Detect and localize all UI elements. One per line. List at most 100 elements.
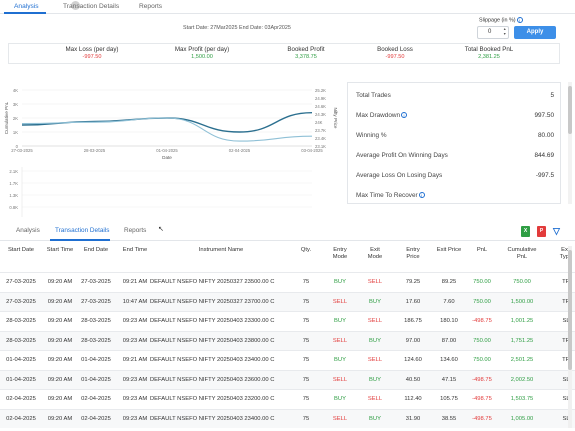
table-cell: DEFAULT NSEFO NIFTY 20250403 23200.00 C [150, 396, 275, 402]
table-row[interactable]: 28-03-2025 09:20 AM 28-03-2025 09:23 AM DEFA… [0, 330, 575, 350]
table-cell: 75 [302, 357, 310, 363]
table-cell: -498.75 [472, 396, 492, 402]
y-axis-label: Cumulative PnL [4, 101, 9, 134]
table-cell: 750.00 [473, 279, 491, 285]
table-cell: 134.60 [440, 357, 458, 363]
column-header[interactable]: End Date [83, 247, 109, 253]
table-cell: 40.50 [405, 376, 421, 383]
column-header[interactable]: Entry Mode [332, 247, 348, 260]
column-header[interactable]: End Time [122, 247, 148, 253]
column-header[interactable]: Instrument Name [198, 247, 244, 253]
table-cell: SL [562, 396, 570, 402]
table-cell: 105.75 [440, 396, 458, 402]
table-cell: 28-03-2025 [6, 337, 36, 344]
column-header[interactable]: Start Time [46, 247, 74, 253]
table-cell: 09:20 AM [47, 337, 73, 344]
column-header[interactable]: Start Date [7, 247, 35, 253]
table-cell: 09:20 AM [47, 415, 73, 422]
stat-avg-loss: Average Loss On Losing Days -997.5 [356, 172, 554, 179]
column-header[interactable]: Qty. [300, 247, 312, 253]
y2-tick-label: 23.7K [315, 128, 326, 133]
table-cell: BUY [369, 415, 381, 422]
table-cell: BUY [369, 298, 381, 305]
table-row[interactable]: 27-03-2025 09:20 AM 27-03-2025 09:21 AM DEFA… [0, 272, 575, 291]
table-cell: SELL [367, 279, 383, 285]
filter-icon[interactable]: ▽ [553, 226, 560, 236]
table-cell: -498.75 [472, 376, 492, 383]
column-header[interactable]: Exit Price [436, 247, 462, 253]
table-cell: 180.10 [440, 318, 458, 324]
table-cell: 28-03-2025 [81, 337, 111, 344]
table-row[interactable]: 02-04-2025 09:20 AM 02-04-2025 09:23 AM DEFA… [0, 408, 575, 428]
summary-max-profit: Max Profit (per day) 1,500.00 [174, 46, 230, 60]
info-icon[interactable]: i [516, 17, 523, 23]
table-cell: 2,002.50 [510, 376, 534, 383]
x-tick-label: 02-04-2025 [229, 148, 251, 153]
series-line [21, 117, 313, 142]
table-cell: DEFAULT NSEFO NIFTY 20250403 23800.00 C [150, 337, 275, 344]
y2-tick-label: 24.6K [315, 104, 326, 109]
table-row[interactable]: 01-04-2025 09:20 AM 01-04-2025 09:23 AM DEFA… [0, 369, 575, 389]
table-row[interactable]: 28-03-2025 09:20 AM 28-03-2025 09:23 AM DEFA… [0, 311, 575, 330]
table-row[interactable]: 01-04-2025 09:20 AM 01-04-2025 09:21 AM DEFA… [0, 350, 575, 369]
info-icon[interactable]: i [418, 192, 425, 199]
table-cell: 1,001.25 [510, 318, 534, 324]
table-row[interactable]: 27-03-2025 09:20 AM 27-03-2025 10:47 AM DEFA… [0, 291, 575, 311]
secondary-chart: 2.1K 1.7K 1.3K 0.8K [9, 167, 312, 217]
column-header[interactable]: PnL [476, 247, 488, 253]
table-cell: 1,503.75 [510, 396, 534, 402]
table-cell: 09:21 AM [122, 357, 148, 363]
pointer-cursor-icon: ↖ [158, 226, 164, 233]
table-cell: SELL [332, 298, 348, 305]
tab-transaction-details[interactable]: Transaction Details [63, 3, 120, 10]
column-header[interactable]: Cumulative PnL [507, 247, 537, 260]
tab-reports[interactable]: Reports [139, 3, 163, 10]
inner-tab-transaction-details[interactable]: Transaction Details [55, 227, 110, 234]
stats-scroll-thumb[interactable] [568, 86, 572, 134]
table-cell: SL [562, 318, 570, 324]
table-cell: 09:21 AM [122, 279, 148, 285]
table-cell: DEFAULT NSEFO NIFTY 20250403 23600.00 C [150, 376, 275, 383]
table-cell: 09:20 AM [47, 298, 73, 305]
active-inner-tab-indicator [50, 239, 110, 241]
table-cell: BUY [369, 337, 381, 344]
stats-scrollbar[interactable] [568, 82, 572, 204]
apply-button[interactable]: Apply [514, 26, 556, 39]
table-cell: 89.25 [441, 279, 457, 285]
date-range-text: Start Date: 27Mar2025 End Date: 03Apr202… [183, 25, 291, 31]
table-cell: 1,005.00 [510, 415, 534, 422]
table-cell: 01-04-2025 [81, 376, 111, 383]
pdf-export-icon[interactable]: P [537, 226, 546, 237]
slippage-input[interactable]: 0 [477, 26, 509, 39]
table-cell: 2,501.25 [510, 357, 534, 363]
stepper-arrows-icon[interactable]: ▲ ▼ [503, 27, 507, 36]
column-header[interactable]: Exit Type [559, 247, 573, 260]
table-cell: 750.00 [513, 279, 531, 285]
table-cell: 75 [302, 318, 310, 324]
table-cell: 112.40 [404, 396, 422, 402]
stat-total-trades: Total Trades 5 [356, 92, 554, 99]
slippage-label: Slippage (in %) i [479, 17, 523, 23]
table-cell: 02-04-2025 [6, 415, 36, 422]
column-header[interactable]: Entry Price [406, 247, 420, 260]
table-cell: BUY [369, 376, 381, 383]
info-icon[interactable]: i [401, 112, 408, 119]
excel-export-icon[interactable]: X [521, 226, 530, 237]
table-cell: 09:23 AM [122, 415, 148, 422]
x-tick-label: 28-03-2025 [84, 148, 106, 153]
table-cell: SELL [332, 415, 348, 422]
table-cell: 02-04-2025 [81, 396, 111, 402]
table-cell: SELL [367, 396, 383, 402]
top-tab-bar: Analysis Transaction Details Reports [0, 0, 575, 14]
tab-analysis[interactable]: Analysis [14, 3, 39, 10]
table-cell: -498.75 [472, 318, 492, 324]
table-cell: BUY [334, 279, 346, 285]
column-header[interactable]: Exit Mode [367, 247, 383, 260]
inner-tab-analysis[interactable]: Analysis [16, 227, 40, 234]
table-scroll-thumb[interactable] [568, 250, 572, 370]
y-tick-label: 0.8K [9, 205, 18, 210]
table-cell: 186.75 [404, 318, 422, 324]
y2-tick-label: 24.3K [315, 112, 326, 117]
inner-tab-reports[interactable]: Reports [124, 227, 147, 234]
table-row[interactable]: 02-04-2025 09:20 AM 02-04-2025 09:23 AM DEFA… [0, 389, 575, 408]
